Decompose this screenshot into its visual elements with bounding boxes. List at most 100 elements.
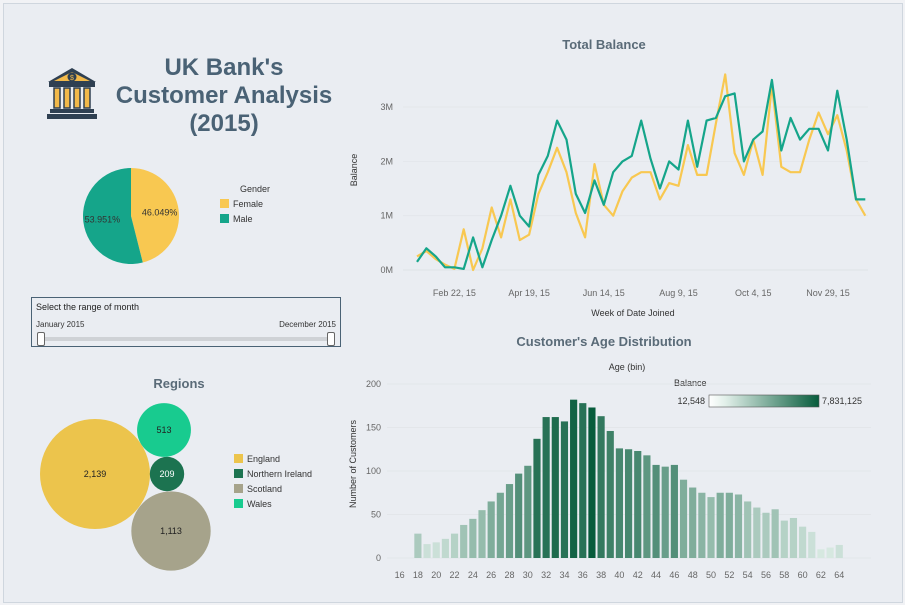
- age-x-tick: 44: [651, 570, 661, 580]
- pie-slice-male[interactable]: [83, 168, 143, 264]
- age-bar-37[interactable]: [588, 407, 596, 558]
- age-x-tick: 50: [706, 570, 716, 580]
- region-bubble-england[interactable]: [40, 419, 150, 529]
- age-bar-56[interactable]: [762, 512, 770, 558]
- age-bar-63[interactable]: [826, 547, 834, 558]
- age-distribution-bar-chart: Age (bin) Number of Customers Balance 12…: [348, 362, 871, 580]
- balance-x-tick: Jun 14, 15: [583, 288, 625, 298]
- age-bar-51[interactable]: [716, 492, 724, 558]
- age-bar-28[interactable]: [505, 484, 514, 558]
- age-bar-36[interactable]: [579, 403, 587, 558]
- slider-track[interactable]: [38, 337, 334, 341]
- age-y-tick: 100: [366, 466, 381, 476]
- age-bar-25[interactable]: [478, 510, 486, 558]
- age-bar-52[interactable]: [725, 492, 733, 558]
- age-x-tick: 48: [688, 570, 698, 580]
- age-bar-34[interactable]: [560, 421, 569, 558]
- age-x-tick: 40: [614, 570, 624, 580]
- age-bar-48[interactable]: [689, 487, 697, 558]
- age-bar-23[interactable]: [460, 524, 468, 558]
- age-x-tick: 62: [816, 570, 826, 580]
- age-bar-54[interactable]: [744, 501, 752, 558]
- total-balance-line-chart: Balance Week of Date Joined 0M 1M 2M 3M Feb …: [349, 73, 868, 318]
- filter-from-value: January 2015: [36, 320, 85, 329]
- age-chart-title: Customer's Age Distribution: [516, 334, 692, 349]
- slider-handle-start[interactable]: [37, 332, 45, 346]
- age-bar-50[interactable]: [707, 497, 715, 558]
- balance-x-tick: Apr 19, 15: [508, 288, 550, 298]
- legend-swatch-female: [220, 199, 229, 208]
- region-bubble-northern-ireland[interactable]: [149, 456, 185, 492]
- age-bar-47[interactable]: [679, 479, 688, 558]
- age-bar-32[interactable]: [542, 417, 550, 558]
- regions-bubble-chart: 2,139 209 1,113 513 England Northern Ireland…: [40, 403, 312, 571]
- age-bar-45[interactable]: [661, 466, 669, 558]
- pie-label-male: 53.951%: [85, 215, 121, 225]
- age-bar-27[interactable]: [496, 492, 504, 558]
- age-bar-61[interactable]: [808, 531, 816, 558]
- age-bar-42[interactable]: [634, 450, 642, 558]
- age-bar-33[interactable]: [551, 417, 559, 558]
- balance-x-tick: Nov 29, 15: [806, 288, 850, 298]
- balance-line-female[interactable]: [416, 73, 867, 272]
- region-value-scotland: 1,113: [160, 526, 182, 536]
- age-bar-22[interactable]: [450, 533, 459, 558]
- region-value-northern-ireland: 209: [159, 469, 174, 479]
- age-bar-24[interactable]: [469, 518, 477, 558]
- legend-swatch-scotland: [234, 484, 243, 493]
- age-y-tick: 0: [376, 553, 381, 563]
- age-bar-29[interactable]: [515, 473, 523, 558]
- age-bar-44[interactable]: [652, 464, 660, 558]
- region-bubble-scotland[interactable]: [131, 491, 211, 571]
- legend-label-female: Female: [233, 199, 263, 209]
- age-bar-43[interactable]: [643, 455, 651, 558]
- balance-y-tick: 3M: [380, 102, 393, 112]
- age-bar-64[interactable]: [835, 544, 843, 558]
- legend-swatch-wales: [234, 499, 243, 508]
- region-value-england: 2,139: [84, 469, 107, 479]
- age-bar-58[interactable]: [780, 520, 788, 558]
- age-bar-21[interactable]: [441, 538, 449, 558]
- regions-title: Regions: [153, 376, 205, 391]
- age-x-tick: 42: [633, 570, 643, 580]
- legend-swatch-male: [220, 214, 229, 223]
- balance-color-max: 7,831,125: [822, 396, 862, 406]
- age-bar-41[interactable]: [625, 449, 633, 558]
- age-bar-30[interactable]: [524, 465, 532, 558]
- age-bar-59[interactable]: [789, 517, 798, 558]
- age-x-tick: 24: [468, 570, 478, 580]
- balance-y-tick: 2M: [380, 156, 393, 166]
- age-bar-19[interactable]: [423, 544, 431, 558]
- legend-swatch-england: [234, 454, 243, 463]
- pie-slice-female[interactable]: [131, 168, 179, 263]
- age-bar-55[interactable]: [753, 507, 761, 558]
- legend-label-male: Male: [233, 214, 253, 224]
- age-bar-38[interactable]: [597, 416, 605, 558]
- region-bubble-wales[interactable]: [137, 403, 191, 457]
- age-bar-57[interactable]: [771, 509, 779, 558]
- age-x-tick: 64: [834, 570, 844, 580]
- title-line-2: Customer Analysis: [115, 82, 333, 109]
- balance-color-legend-title: Balance: [674, 378, 707, 388]
- age-bar-53[interactable]: [734, 494, 743, 558]
- age-bar-20[interactable]: [432, 542, 440, 558]
- age-bar-26[interactable]: [487, 501, 495, 558]
- age-x-tick: 18: [413, 570, 423, 580]
- age-bar-40[interactable]: [615, 448, 623, 558]
- age-bar-62[interactable]: [817, 549, 825, 558]
- age-bar-31[interactable]: [533, 438, 541, 558]
- age-bar-35[interactable]: [570, 399, 578, 558]
- age-bar-39[interactable]: [606, 430, 614, 558]
- age-bar-18[interactable]: [414, 533, 422, 558]
- age-x-tick: 34: [559, 570, 569, 580]
- age-x-tick: 26: [486, 570, 496, 580]
- legend-swatch-northern-ireland: [234, 469, 243, 478]
- age-bar-49[interactable]: [698, 492, 706, 558]
- balance-line-male[interactable]: [416, 78, 866, 270]
- dashboard: $ UK Bank's Customer Analysis (2015) 46.…: [3, 3, 903, 603]
- age-x-tick: 54: [743, 570, 753, 580]
- age-bin-label: Age (bin): [609, 362, 646, 372]
- age-bar-60[interactable]: [799, 526, 807, 558]
- slider-handle-end[interactable]: [327, 332, 335, 346]
- age-bar-46[interactable]: [670, 464, 678, 558]
